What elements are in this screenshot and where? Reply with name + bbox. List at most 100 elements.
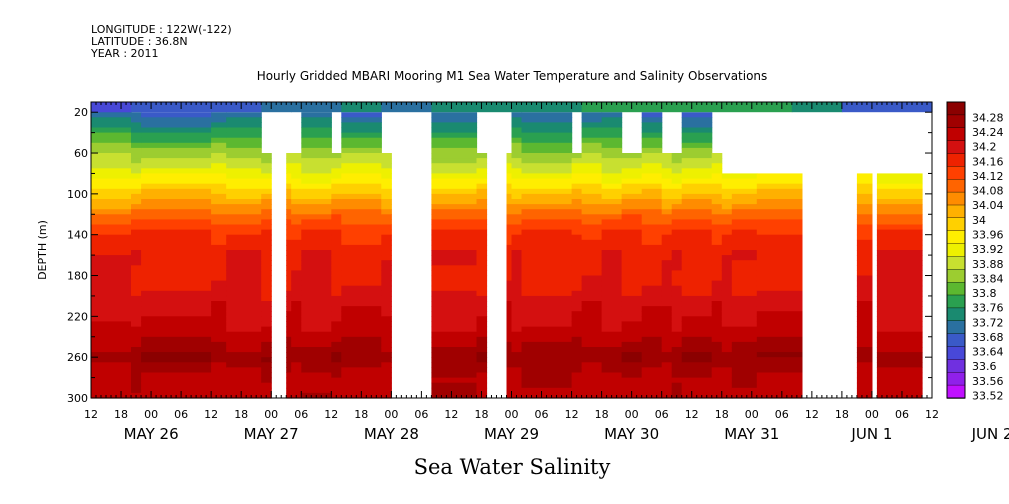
salinity-cell [211, 311, 227, 317]
salinity-cell [661, 341, 673, 348]
salinity-cell [286, 199, 292, 205]
salinity-cell [226, 387, 262, 394]
salinity-cell [856, 280, 873, 287]
salinity-cell [876, 392, 923, 399]
salinity-cell [641, 280, 663, 287]
salinity-cell [856, 285, 873, 292]
salinity-cell [211, 367, 227, 374]
x-hour-label: 12 [685, 408, 699, 421]
salinity-cell [711, 367, 723, 374]
salinity-cell [581, 377, 603, 384]
salinity-cell [876, 295, 923, 302]
salinity-cell [261, 336, 272, 343]
salinity-cell [211, 188, 227, 195]
salinity-cell [511, 112, 523, 118]
salinity-cell [756, 229, 803, 236]
salinity-cell [581, 214, 603, 220]
salinity-cell [681, 214, 713, 220]
salinity-cell [261, 234, 272, 241]
colorbar-label: 33.56 [972, 375, 1004, 388]
salinity-cell [521, 387, 573, 394]
salinity-cell [671, 382, 683, 389]
salinity-cell [226, 193, 262, 200]
salinity-cell [511, 183, 523, 190]
salinity-cell [141, 122, 212, 129]
salinity-cell [521, 204, 573, 210]
salinity-cell [641, 112, 663, 118]
salinity-cell [571, 311, 583, 317]
salinity-cell [581, 219, 603, 226]
salinity-cell [141, 204, 212, 210]
salinity-cell [381, 362, 392, 368]
salinity-cell [301, 244, 332, 251]
salinity-cell [511, 382, 523, 389]
salinity-cell [731, 357, 758, 363]
salinity-cell [521, 367, 573, 374]
salinity-cell [571, 362, 583, 368]
salinity-cell [341, 341, 382, 348]
salinity-cell [506, 362, 513, 368]
salinity-cell [721, 250, 733, 256]
salinity-cell [506, 382, 513, 389]
salinity-cell [291, 250, 302, 256]
salinity-cell [731, 260, 758, 266]
salinity-cell [641, 357, 663, 363]
salinity-cell [856, 377, 873, 384]
salinity-cell [581, 183, 603, 190]
salinity-cell [476, 285, 488, 292]
salinity-cell [621, 199, 643, 205]
salinity-cell [431, 132, 478, 139]
salinity-cell [381, 158, 392, 164]
salinity-cell [331, 188, 342, 195]
salinity-cell [476, 229, 488, 236]
salinity-cell [141, 336, 212, 343]
salinity-cell [571, 382, 583, 389]
salinity-cell [476, 326, 488, 333]
x-hour-label: 12 [565, 408, 579, 421]
salinity-cell [381, 239, 392, 246]
salinity-cell [876, 188, 923, 195]
salinity-cell [621, 367, 643, 374]
salinity-cell [341, 122, 382, 129]
salinity-cell [91, 326, 132, 333]
salinity-cell [671, 301, 683, 307]
salinity-cell [681, 255, 713, 261]
salinity-cell [301, 285, 332, 292]
salinity-cell [731, 316, 758, 322]
salinity-cell [721, 377, 733, 384]
salinity-cell [511, 290, 523, 297]
salinity-cell [671, 158, 683, 164]
salinity-cell [856, 199, 873, 205]
salinity-cell [511, 301, 523, 307]
salinity-cell [431, 336, 478, 343]
salinity-cell [711, 183, 723, 190]
salinity-cell [681, 280, 713, 287]
salinity-cell [856, 188, 873, 195]
salinity-cell [571, 260, 583, 266]
salinity-cell [226, 275, 262, 282]
salinity-cell [571, 199, 583, 205]
salinity-cell [641, 377, 663, 384]
salinity-cell [331, 341, 342, 348]
salinity-cell [661, 255, 673, 261]
salinity-cell [721, 290, 733, 297]
y-tick-label: 100 [67, 188, 88, 201]
colorbar-label: 34.16 [972, 155, 1004, 168]
salinity-cell [226, 163, 262, 169]
salinity-cell [431, 142, 478, 149]
salinity-cell [641, 311, 663, 317]
salinity-cell [601, 224, 623, 231]
salinity-cell [601, 219, 623, 226]
salinity-cell [876, 306, 923, 312]
salinity-cell [621, 188, 643, 195]
salinity-cell [131, 331, 142, 338]
salinity-cell [711, 311, 723, 317]
salinity-cell [641, 117, 663, 123]
salinity-cell [211, 357, 227, 363]
salinity-cell [661, 326, 673, 333]
salinity-cell [641, 352, 663, 358]
salinity-cell [756, 250, 803, 256]
salinity-cell [91, 275, 132, 282]
salinity-cell [286, 382, 292, 389]
salinity-cell [261, 244, 272, 251]
